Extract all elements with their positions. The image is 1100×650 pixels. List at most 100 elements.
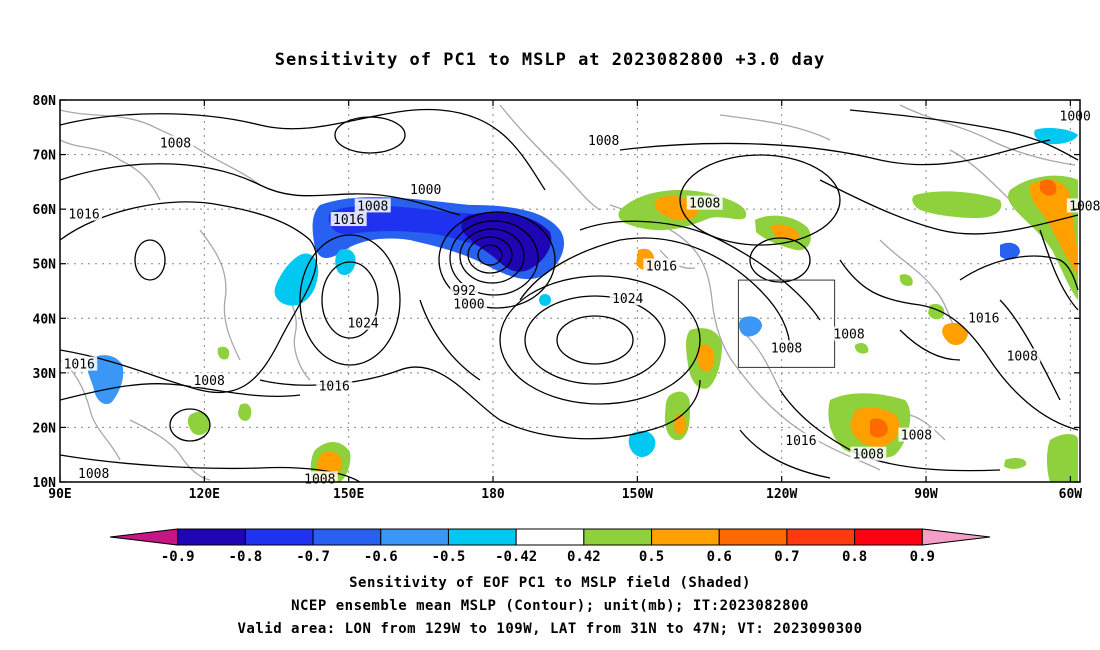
colorbar-label: 0.6 [707,549,732,565]
contour-label: 1000 [1060,109,1091,124]
lon-tick-label: 120W [766,487,797,502]
contour-label: 1016 [68,208,99,223]
contour-label: 1016 [64,358,95,373]
contour-label: 1008 [771,341,802,356]
colorbar-label: -0.8 [229,549,263,565]
lat-tick-label: 40N [33,312,57,327]
colorbar-label: -0.6 [364,549,398,565]
contour-label-bg [1057,108,1094,123]
lat-tick-label: 50N [33,258,57,273]
contour-label: 1024 [612,292,643,307]
contour-label-bg [686,195,723,210]
colorbar-label: 0.9 [910,549,935,565]
colorbar-box [447,528,517,546]
contour-label: 1008 [193,374,224,389]
colorbar-label: -0.7 [296,549,330,565]
contour-label: 1008 [357,199,388,214]
contour-label-bg [1004,348,1041,363]
contour-label: 1008 [160,137,191,152]
contour-label: 1008 [1069,199,1100,214]
contour-label: 1000 [410,183,441,198]
lon-tick-label: 90E [48,487,71,502]
colorbar-box [583,528,653,546]
contour-label: 1000 [453,298,484,313]
graticule [60,100,1080,482]
contour-label-bg [850,446,887,461]
latitude-tick-labels: 80N 70N 60N 50N 40N 30N 20N 10N [33,94,1080,491]
contour-label: 1008 [901,429,932,444]
colorbar-triangle-low [109,528,179,546]
colorbar-box [718,528,788,546]
contour-label: 1016 [785,434,816,449]
colorbar-box [651,528,720,546]
contour-label-bg [450,296,487,311]
plot-title: Sensitivity of PC1 to MSLP at 2023082800… [274,50,826,70]
colorbar-label: 0.42 [567,549,601,565]
contour-label-bg [191,373,228,388]
lat-tick-label: 60N [33,203,57,218]
contour-label-bg [898,427,935,442]
colorbar-box [312,528,382,546]
contour-label: 1008 [1007,349,1038,364]
contour-label: 1008 [588,134,619,149]
contour-label: 1008 [78,467,109,482]
colorbar-label: 0.8 [842,549,867,565]
lat-tick-label: 80N [33,94,57,109]
contour-label-bg [782,433,819,448]
contour-label-bg [157,135,194,150]
lat-tick-label: 30N [33,367,57,382]
map-frame [59,99,1081,483]
contour-label-bg [768,340,805,355]
contour-label-bg [330,212,367,227]
colorbar-box [380,528,449,546]
colorbar-label: -0.9 [161,549,195,565]
valid-area-box [737,279,836,368]
contour-label-bg [316,378,353,393]
lon-tick-label: 120E [189,487,220,502]
contour-label-bg [965,310,1002,325]
colorbar-boxes [109,528,991,546]
colorbar-labels: -0.9 -0.8 -0.7 -0.6 -0.5 -0.42 0.42 0.5 0.6 0.7 0.… [161,549,935,565]
colorbar-label: -0.5 [432,549,466,565]
longitude-tick-labels: 90E 120E 150E 180 150W 120W 90W 60W [48,100,1082,502]
lat-tick-label: 10N [33,476,57,491]
caption-line-2: NCEP ensemble mean MSLP (Contour); unit(… [291,598,809,614]
colorbar-box [515,528,585,546]
lon-tick-label: 150W [622,487,653,502]
contour-label-bg [75,465,112,480]
lon-tick-label: 180 [481,487,505,502]
lat-tick-label: 20N [33,421,57,436]
contour-label: 1008 [853,448,884,463]
colorbar-label: 0.5 [639,549,664,565]
contour-label-bg [61,356,98,371]
contour-label-bg [609,291,646,306]
colorbar-triangle-high [921,528,991,546]
contour-label-bg [354,198,391,213]
caption-line-3: Valid area: LON from 129W to 109W, LAT f… [237,621,863,637]
lon-tick-label: 60W [1059,487,1083,502]
lat-tick-label: 70N [33,149,57,164]
colorbar-label: 0.7 [774,549,799,565]
contour-label: 1008 [304,472,335,487]
contour-label-bg [345,315,382,330]
colorbar-box [244,528,314,546]
contour-label-bg [66,206,103,221]
contour-label: 992 [452,284,475,299]
caption-line-1: Sensitivity of EOF PC1 to MSLP field (Sh… [349,575,751,591]
contour-label-bg [407,182,444,197]
colorbar-label: -0.42 [495,549,537,565]
contour-label: 1016 [333,213,364,228]
colorbar-box [177,528,246,546]
colorbar-box [854,528,923,546]
contour-label: 1016 [319,380,350,395]
contour-label: 1016 [968,311,999,326]
contour-label-bg [643,258,680,273]
lon-tick-label: 150E [333,487,364,502]
colorbar-box [786,528,856,546]
contour-label: 1008 [833,328,864,343]
contour-label-bg [450,283,479,297]
contour-label: 1008 [689,197,720,212]
